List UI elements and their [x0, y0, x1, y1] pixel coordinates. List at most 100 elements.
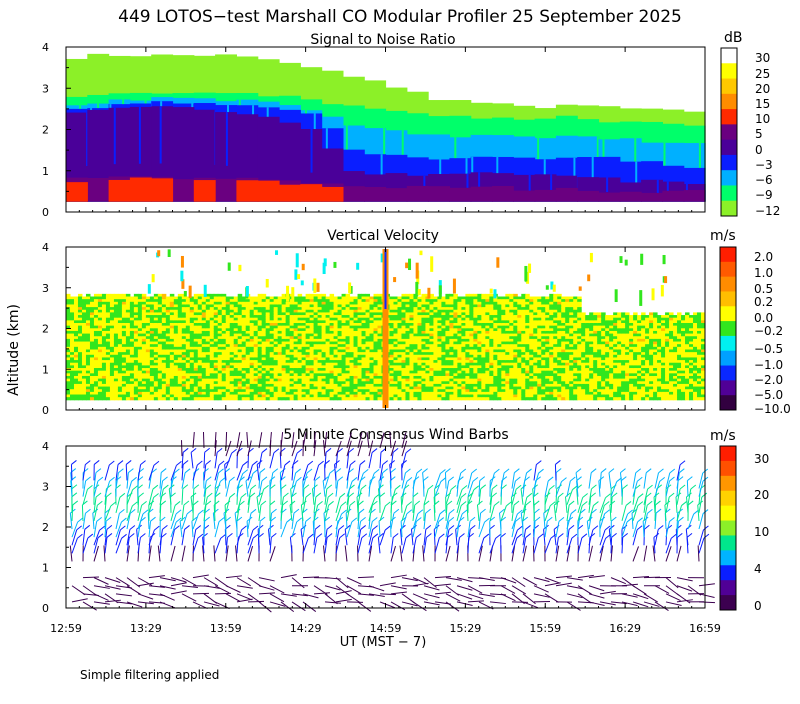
vv-cell	[226, 397, 230, 400]
vv-cell	[286, 397, 290, 400]
wind-colorbar-unit: m/s	[710, 428, 736, 444]
vv-cell	[318, 397, 322, 400]
snr-cell	[173, 179, 195, 201]
vv-cell	[346, 397, 350, 400]
vv-cell	[465, 397, 469, 400]
vv-cell	[529, 397, 533, 400]
snr-cell	[258, 181, 280, 202]
vv-cell	[98, 397, 102, 400]
vv-cell	[397, 397, 401, 400]
vv-cell	[250, 397, 254, 400]
colorbar-label: 10	[755, 112, 770, 126]
figure-title: 449 LOTOS−test Marshall CO Modular Profi…	[118, 7, 682, 27]
wind-panel-title: 5 Minute Consensus Wind Barbs	[283, 427, 508, 443]
vv-cell	[214, 397, 218, 400]
vv-cell	[306, 397, 310, 400]
snr-cell	[66, 182, 88, 202]
snr-cell	[343, 186, 365, 201]
colorbar-swatch	[721, 124, 737, 140]
vv-cell	[198, 397, 202, 400]
snr-cell	[471, 187, 493, 202]
vv-cell	[405, 397, 409, 400]
vv-cell	[170, 397, 174, 400]
vv-cell	[366, 397, 370, 400]
snr-cell	[194, 180, 216, 202]
colorbar-label: 25	[755, 67, 770, 81]
vv-cell	[206, 397, 210, 400]
snr-cell	[492, 186, 514, 202]
colorbar-label: 30	[755, 51, 770, 65]
snr-streak	[606, 177, 608, 192]
vv-cell	[298, 397, 302, 400]
snr-panel-title: Signal to Noise Ratio	[310, 32, 455, 48]
snr-cell	[215, 179, 237, 202]
vv-cell	[238, 397, 242, 400]
snr-cell	[662, 191, 684, 202]
snr-cell	[513, 191, 535, 202]
vv-cell	[270, 397, 274, 400]
vv-cell	[477, 397, 481, 400]
colorbar-swatch	[721, 48, 737, 64]
vv-cell	[497, 397, 501, 400]
colorbar-label: 15	[755, 97, 770, 111]
snr-streak	[226, 112, 228, 166]
colorbar-swatch	[721, 63, 737, 79]
vv-panel-title: Vertical Velocity	[327, 228, 439, 244]
vv-cell	[374, 397, 378, 400]
snr-streak	[311, 129, 313, 173]
snr-streak	[529, 175, 531, 191]
vv-cell	[429, 397, 433, 400]
snr-cell	[449, 188, 471, 202]
snr-streak	[139, 107, 141, 164]
y-tick-label: 0	[42, 206, 49, 219]
snr-cell	[151, 178, 173, 201]
snr-cell	[535, 190, 557, 202]
snr-cell	[407, 186, 429, 202]
vv-cell	[122, 397, 126, 400]
y-tick-label: 1	[42, 165, 49, 178]
vv-cell	[350, 397, 354, 400]
vv-cell	[445, 397, 449, 400]
vv-cell	[469, 397, 473, 400]
snr-cell	[130, 178, 152, 202]
snr-streak	[635, 162, 637, 186]
vv-cell	[194, 397, 198, 400]
vv-cell	[322, 397, 326, 400]
vv-cell	[505, 397, 509, 400]
vv-cell	[230, 397, 234, 400]
colorbar-swatch	[721, 94, 737, 110]
vv-cell	[378, 397, 382, 400]
colorbar-label: 20	[755, 82, 770, 96]
vv-cell	[389, 397, 393, 400]
vv-cell	[362, 397, 366, 400]
vv-cell	[138, 397, 142, 400]
y-tick-label: 3	[42, 82, 49, 95]
vv-cell	[158, 397, 162, 400]
y-tick-label: 4	[42, 41, 49, 54]
vv-cell	[126, 397, 130, 400]
vv-cell	[294, 397, 298, 400]
vv-cell	[218, 397, 222, 400]
snr-heatmap	[66, 54, 706, 202]
snr-streak	[160, 106, 162, 163]
snr-cell	[641, 193, 663, 202]
colorbar-label: −3	[755, 158, 773, 172]
vv-cell	[334, 397, 338, 400]
vv-colorbar-unit: m/s	[710, 228, 736, 244]
vv-cell	[330, 397, 334, 400]
vv-cell	[457, 397, 461, 400]
vv-cell	[82, 397, 86, 400]
vv-cell	[358, 397, 362, 400]
colorbar-label: −12	[755, 204, 780, 218]
vv-cell	[106, 397, 110, 400]
colorbar-swatch	[721, 79, 737, 95]
snr-cell	[279, 185, 301, 202]
vv-cell	[517, 397, 521, 400]
vv-cell	[461, 397, 465, 400]
vv-cell	[481, 397, 485, 400]
vv-cell	[310, 397, 314, 400]
vv-cell	[441, 397, 445, 400]
snr-streak	[114, 108, 116, 164]
vv-heatmap	[66, 249, 706, 408]
